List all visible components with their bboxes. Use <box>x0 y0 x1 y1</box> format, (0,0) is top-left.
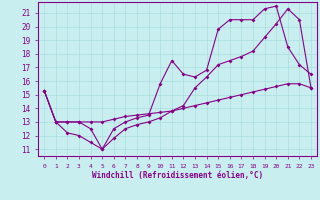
X-axis label: Windchill (Refroidissement éolien,°C): Windchill (Refroidissement éolien,°C) <box>92 171 263 180</box>
